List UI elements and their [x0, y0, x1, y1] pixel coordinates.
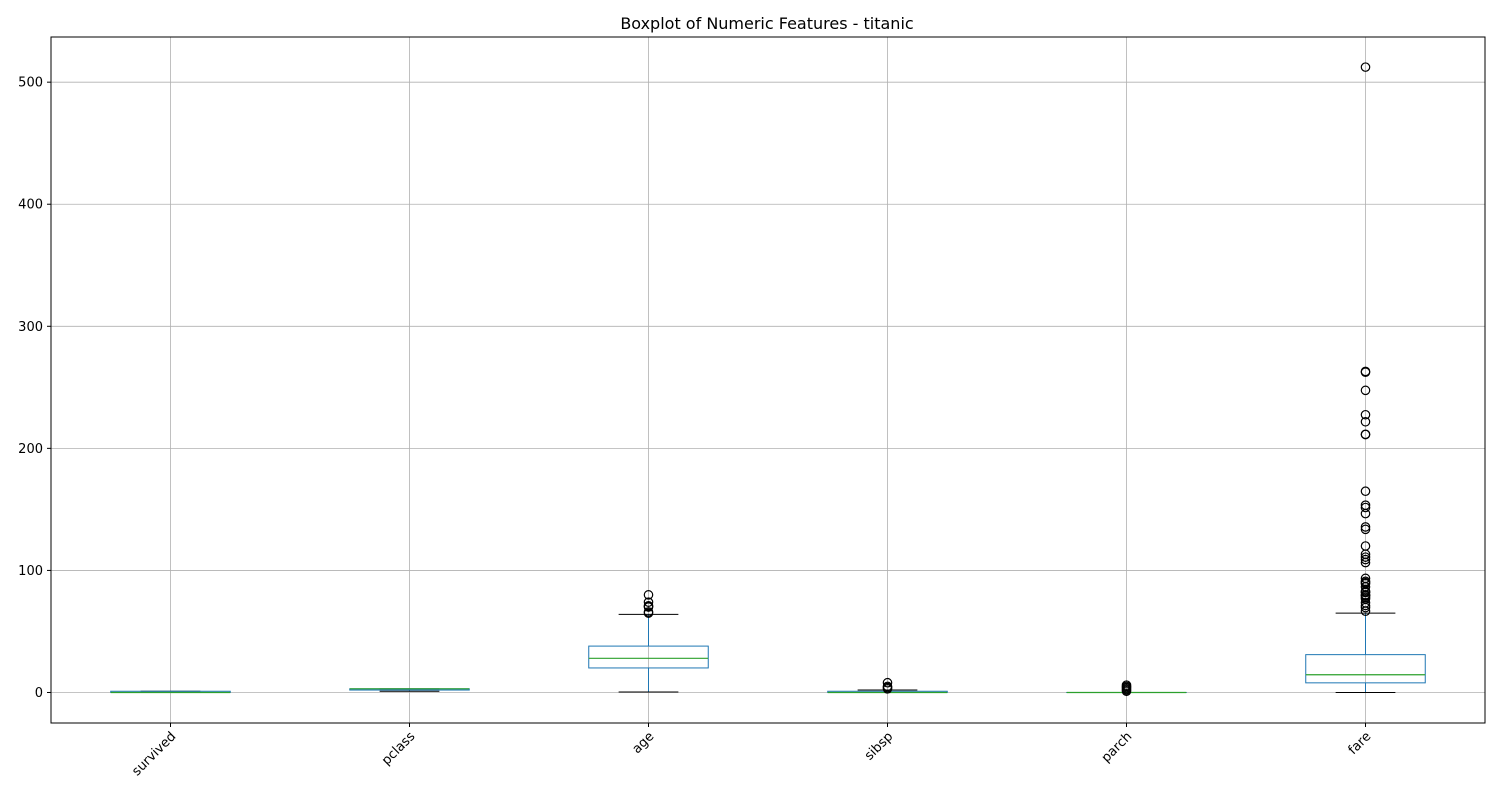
- x-tick-label-fare: fare: [1346, 729, 1375, 758]
- outlier-point: [1121, 680, 1132, 690]
- y-tick-label: 100: [18, 564, 43, 579]
- iqr-box: [1305, 654, 1426, 684]
- box-age: [588, 590, 709, 693]
- box-parch: [1066, 680, 1187, 697]
- grid-lines: [51, 37, 1485, 723]
- y-tick-label: 400: [18, 198, 43, 213]
- outlier-point: [1360, 409, 1371, 420]
- outlier-point: [1360, 500, 1371, 510]
- outlier-point: [1360, 502, 1371, 513]
- x-tick-label-parch: parch: [1099, 729, 1136, 766]
- axis-ticks: 0 100 200 300 400 500 survived pclass age sibsp pa…: [18, 76, 1374, 779]
- box-layer: [110, 62, 1426, 697]
- outlier-point: [1360, 524, 1371, 535]
- outlier-point: [643, 590, 654, 600]
- plot-frame: [50, 36, 1486, 724]
- outlier-point: [1360, 576, 1371, 587]
- outlier-point: [643, 601, 654, 611]
- box-sibsp: [827, 677, 948, 694]
- outlier-point: [1360, 552, 1371, 562]
- iqr-box: [588, 645, 709, 669]
- outlier-point: [643, 607, 654, 617]
- outlier-point: [1360, 541, 1371, 551]
- outlier-point: [1360, 554, 1371, 565]
- outlier-point: [1360, 62, 1371, 72]
- y-tick-label: 500: [18, 76, 43, 91]
- box-pclass: [349, 688, 470, 692]
- outlier-point: [1360, 522, 1371, 532]
- x-tick-label-survived: survived: [129, 729, 179, 779]
- x-tick-label-pclass: pclass: [379, 729, 418, 768]
- x-tick-label-age: age: [630, 729, 658, 757]
- outlier-point: [1360, 486, 1371, 497]
- outlier-point: [1360, 573, 1371, 584]
- box-survived: [110, 690, 231, 694]
- outlier-point: [643, 597, 654, 607]
- outlier-point: [1360, 429, 1371, 440]
- chart-title: Boxplot of Numeric Features - titanic: [620, 14, 913, 33]
- y-tick-label: 300: [18, 320, 43, 335]
- box-fare: [1305, 62, 1426, 693]
- y-tick-label: 200: [18, 442, 43, 457]
- outlier-point: [882, 681, 893, 692]
- y-tick-label: 0: [35, 686, 43, 701]
- outlier-point: [1360, 416, 1371, 427]
- x-tick-label-sibsp: sibsp: [862, 729, 896, 763]
- outlier-point: [1360, 366, 1371, 377]
- outlier-point: [1360, 385, 1371, 396]
- outlier-point: [882, 677, 893, 688]
